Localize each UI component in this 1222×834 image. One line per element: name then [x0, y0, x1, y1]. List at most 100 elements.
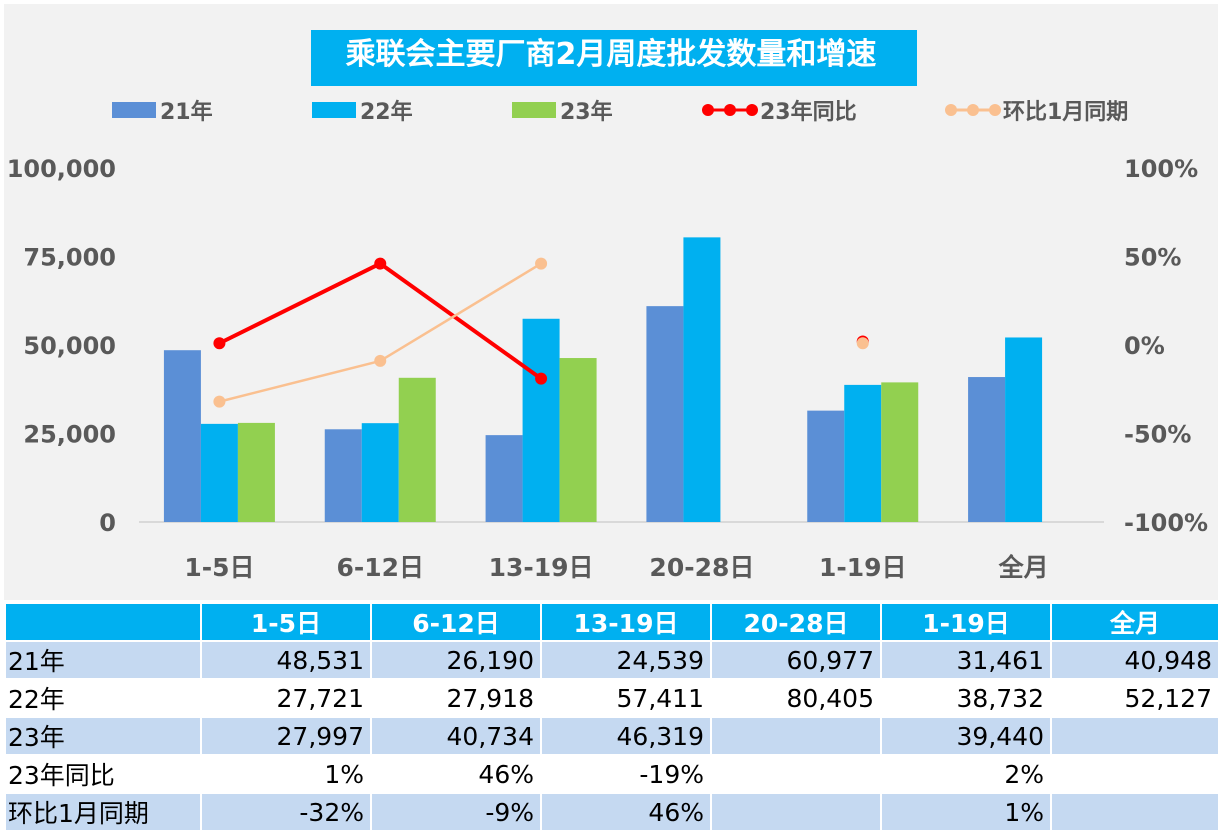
point-23年同比 — [535, 372, 548, 385]
chart-svg: 乘联会主要厂商2月周度批发数量和增速 0 25,000 50,000 75,000 100… — [7, 37, 1208, 582]
table-cell — [1050, 754, 1220, 794]
table-cell: 27,918 — [370, 678, 542, 718]
table-cell: 26,190 — [370, 640, 542, 680]
x-tick-label: 20-28日 — [649, 553, 754, 582]
table-cell — [710, 716, 882, 756]
table-cell: 31,461 — [880, 640, 1052, 680]
bar-21年 — [324, 429, 362, 522]
table-cell: 1% — [200, 754, 372, 794]
legend-marker — [945, 104, 957, 116]
chart-title: 乘联会主要厂商2月周度批发数量和增速 — [346, 37, 877, 72]
legend-swatch — [512, 102, 556, 118]
table-cell: 48,531 — [200, 640, 372, 680]
table-cell: 38,732 — [880, 678, 1052, 718]
row-label: 23年同比 — [4, 754, 202, 794]
bar-23年 — [398, 377, 436, 522]
table-cell: -32% — [200, 792, 372, 832]
line-segment-环比1月同期 — [379, 262, 542, 362]
table-header: 全月 — [1050, 602, 1220, 642]
table-cell: 46,319 — [540, 716, 712, 756]
legend-marker — [967, 104, 979, 116]
bar-22年 — [844, 384, 882, 522]
table-cell — [1050, 792, 1220, 832]
table-row: 23年同比 1% 46% -19% 2% — [4, 754, 1220, 794]
legend-label: 22年 — [360, 99, 413, 125]
y-right-tick-label: 100% — [1124, 155, 1198, 183]
bar-22年 — [200, 423, 238, 522]
bar-21年 — [163, 350, 201, 522]
table-header: 20-28日 — [710, 602, 882, 642]
table-header-row: 1-5日 6-12日 13-19日 20-28日 1-19日 全月 — [4, 602, 1220, 642]
table-cell: 27,721 — [200, 678, 372, 718]
legend-marker — [746, 104, 758, 116]
table-cell — [1050, 716, 1220, 756]
point-环比1月同期 — [374, 354, 387, 367]
y-left-tick-label: 0 — [99, 509, 116, 537]
chart-area: 乘联会主要厂商2月周度批发数量和增速 0 25,000 50,000 75,000 100… — [4, 4, 1218, 600]
line-segment-环比1月同期 — [219, 359, 381, 403]
bar-22年 — [683, 237, 721, 522]
table-header: 13-19日 — [540, 602, 712, 642]
x-tick-label: 1-19日 — [819, 553, 907, 582]
row-label: 21年 — [4, 640, 202, 680]
table-header: 1-5日 — [200, 602, 372, 642]
x-tick-label: 13-19日 — [489, 553, 594, 582]
chart-title-box — [311, 30, 917, 86]
table-cell: 40,734 — [370, 716, 542, 756]
bar-22年 — [1005, 337, 1043, 522]
y-left-tick-label: 50,000 — [23, 332, 116, 360]
line-segment-23年同比 — [379, 261, 543, 381]
table-row: 22年 27,721 27,918 57,411 80,405 38,732 5… — [4, 678, 1220, 718]
table-header: 6-12日 — [370, 602, 542, 642]
bar-21年 — [485, 435, 523, 522]
x-tick-label: 1-5日 — [184, 553, 254, 582]
table-cell: -19% — [540, 754, 712, 794]
bar-21年 — [968, 377, 1006, 522]
table-corner — [4, 602, 202, 642]
bar-22年 — [522, 318, 560, 522]
table-cell: 46% — [370, 754, 542, 794]
point-环比1月同期 — [535, 257, 548, 270]
row-label: 23年 — [4, 716, 202, 756]
y-left-tick-label: 75,000 — [23, 244, 116, 272]
legend-label: 环比1月同期 — [1003, 100, 1128, 125]
legend-marker — [702, 104, 714, 116]
y-right-tick-label: 0% — [1124, 332, 1165, 360]
table-cell: 52,127 — [1050, 678, 1220, 718]
x-tick-label: 6-12日 — [336, 553, 424, 582]
point-23年同比 — [213, 337, 226, 350]
y-right-tick-label: -50% — [1124, 421, 1191, 449]
table-cell: 24,539 — [540, 640, 712, 680]
bar-21年 — [646, 306, 684, 522]
bar-23年 — [881, 382, 919, 522]
y-right-tick-label: 50% — [1124, 244, 1181, 272]
legend-label: 23年 — [560, 99, 613, 125]
legend-swatch — [112, 102, 156, 118]
table-cell: 27,997 — [200, 716, 372, 756]
table-cell: 57,411 — [540, 678, 712, 718]
x-tick-label: 全月 — [998, 553, 1049, 582]
y-left-tick-label: 100,000 — [7, 155, 116, 183]
table-cell: 40,948 — [1050, 640, 1220, 680]
table-cell: 2% — [880, 754, 1052, 794]
bar-23年 — [559, 358, 597, 522]
bar-23年 — [237, 422, 275, 522]
table-cell: 1% — [880, 792, 1052, 832]
table-cell: 39,440 — [880, 716, 1052, 756]
point-环比1月同期 — [213, 395, 226, 408]
y-right-tick-label: -100% — [1124, 509, 1208, 537]
point-23年同比 — [374, 257, 387, 270]
table-cell: -9% — [370, 792, 542, 832]
bar-22年 — [361, 423, 399, 522]
legend-label: 21年 — [160, 99, 213, 125]
table-cell: 46% — [540, 792, 712, 832]
table-row: 环比1月同期 -32% -9% 46% 1% — [4, 792, 1220, 832]
point-环比1月同期 — [856, 337, 869, 350]
data-table: 1-5日 6-12日 13-19日 20-28日 1-19日 全月 21年 48… — [4, 602, 1220, 832]
table-cell: 60,977 — [710, 640, 882, 680]
legend-label: 23年同比 — [760, 99, 857, 125]
table-cell — [710, 754, 882, 794]
y-left-tick-label: 25,000 — [23, 421, 116, 449]
table-cell: 80,405 — [710, 678, 882, 718]
row-label: 22年 — [4, 678, 202, 718]
